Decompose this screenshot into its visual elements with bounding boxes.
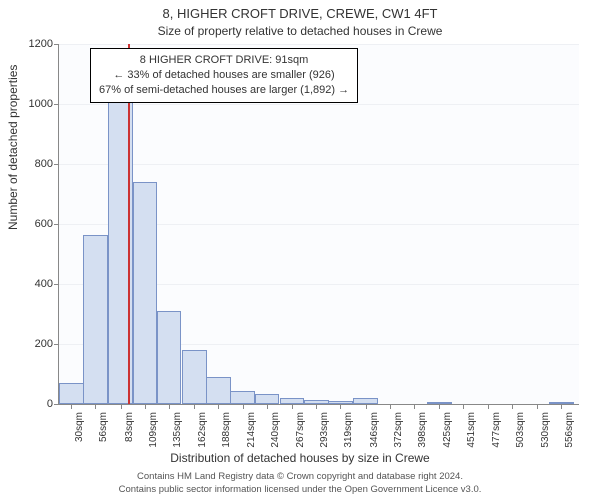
histogram-bar	[182, 350, 207, 404]
ytick-label: 800	[13, 158, 53, 170]
gridline	[59, 164, 579, 165]
xtick-mark	[414, 404, 415, 409]
ytick-mark	[54, 104, 59, 105]
xtick-mark	[292, 404, 293, 409]
ytick-mark	[54, 44, 59, 45]
histogram-bar	[157, 311, 182, 404]
y-axis-label: Number of detached properties	[6, 65, 20, 230]
gridline	[59, 104, 579, 105]
ytick-label: 0	[13, 398, 53, 410]
gridline	[59, 44, 579, 45]
chart-subtitle: Size of property relative to detached ho…	[0, 24, 600, 38]
histogram-bar	[59, 383, 84, 404]
xtick-mark	[145, 404, 146, 409]
histogram-bar	[206, 377, 231, 404]
histogram-bar	[230, 391, 255, 405]
histogram-bar	[83, 235, 108, 405]
histogram-bar	[255, 394, 280, 405]
xtick-mark	[366, 404, 367, 409]
ytick-label: 1000	[13, 98, 53, 110]
info-line-3: 67% of semi-detached houses are larger (…	[99, 83, 349, 98]
ytick-label: 600	[13, 218, 53, 230]
x-axis-label: Distribution of detached houses by size …	[0, 451, 600, 465]
xtick-mark	[194, 404, 195, 409]
xtick-mark	[267, 404, 268, 409]
info-line-1: 8 HIGHER CROFT DRIVE: 91sqm	[99, 53, 349, 68]
xtick-mark	[537, 404, 538, 409]
xtick-mark	[390, 404, 391, 409]
info-box: 8 HIGHER CROFT DRIVE: 91sqm ← 33% of det…	[90, 48, 358, 103]
xtick-mark	[316, 404, 317, 409]
chart-container: { "title_main": "8, HIGHER CROFT DRIVE, …	[0, 0, 600, 500]
ytick-label: 1200	[13, 38, 53, 50]
xtick-mark	[561, 404, 562, 409]
footnote-line-2: Contains public sector information licen…	[0, 484, 600, 496]
ytick-mark	[54, 224, 59, 225]
info-line-2: ← 33% of detached houses are smaller (92…	[99, 68, 349, 83]
xtick-mark	[439, 404, 440, 409]
footnote: Contains HM Land Registry data © Crown c…	[0, 471, 600, 496]
ytick-mark	[54, 164, 59, 165]
xtick-mark	[218, 404, 219, 409]
xtick-mark	[243, 404, 244, 409]
xtick-mark	[488, 404, 489, 409]
xtick-mark	[340, 404, 341, 409]
xtick-mark	[121, 404, 122, 409]
xtick-mark	[169, 404, 170, 409]
ytick-mark	[54, 284, 59, 285]
xtick-mark	[512, 404, 513, 409]
histogram-bar	[133, 182, 158, 404]
chart-title: 8, HIGHER CROFT DRIVE, CREWE, CW1 4FT	[0, 6, 600, 21]
ytick-label: 400	[13, 278, 53, 290]
ytick-mark	[54, 344, 59, 345]
xtick-mark	[463, 404, 464, 409]
ytick-mark	[54, 404, 59, 405]
xtick-mark	[71, 404, 72, 409]
ytick-label: 200	[13, 338, 53, 350]
footnote-line-1: Contains HM Land Registry data © Crown c…	[0, 471, 600, 483]
xtick-mark	[95, 404, 96, 409]
